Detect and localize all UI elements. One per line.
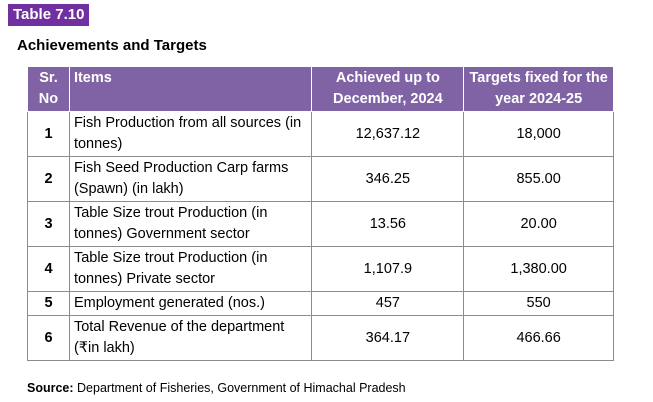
table-row: 6 Total Revenue of the department (₹in l…: [27, 315, 614, 361]
cell-sr: 1: [27, 111, 70, 157]
cell-target: 20.00: [463, 201, 614, 247]
cell-item: Fish Production from all sources (in ton…: [68, 111, 313, 157]
column-header-targets: Targets fixed for the year 2024-25: [463, 66, 614, 112]
cell-achieved: 12,637.12: [311, 111, 465, 157]
source-text: Department of Fisheries, Government of H…: [73, 381, 406, 395]
table-row: 5 Employment generated (nos.) 457 550: [27, 291, 614, 316]
table-row: 1 Fish Production from all sources (in t…: [27, 111, 614, 157]
table-row: 4 Table Size trout Production (in tonnes…: [27, 246, 614, 292]
cell-achieved: 13.56: [311, 201, 465, 247]
cell-item: Table Size trout Production (in tonnes) …: [68, 201, 313, 247]
cell-target: 18,000: [463, 111, 614, 157]
source-label: Source:: [27, 381, 74, 395]
cell-achieved: 1,107.9: [311, 246, 465, 292]
cell-item: Table Size trout Production (in tonnes) …: [68, 246, 313, 292]
table-number-label: Table 7.10: [8, 4, 90, 26]
source-note: Source: Department of Fisheries, Governm…: [27, 381, 406, 395]
column-header-sr-no: Sr. No: [27, 66, 70, 112]
cell-target: 550: [463, 291, 614, 316]
cell-sr: 5: [27, 291, 70, 316]
table-row: 2 Fish Seed Production Carp farms (Spawn…: [27, 156, 614, 202]
cell-achieved: 457: [311, 291, 465, 316]
cell-item: Fish Seed Production Carp farms (Spawn) …: [68, 156, 313, 202]
cell-sr: 3: [27, 201, 70, 247]
achievements-table: Sr. No Items Achieved up to December, 20…: [27, 66, 614, 361]
cell-target: 466.66: [463, 315, 614, 361]
table-header-row: Sr. No Items Achieved up to December, 20…: [27, 66, 614, 112]
table-heading: Achievements and Targets: [17, 37, 207, 54]
cell-item: Employment generated (nos.): [68, 291, 313, 316]
cell-target: 855.00: [463, 156, 614, 202]
cell-sr: 6: [27, 315, 70, 361]
cell-sr: 2: [27, 156, 70, 202]
cell-target: 1,380.00: [463, 246, 614, 292]
table-row: 3 Table Size trout Production (in tonnes…: [27, 201, 614, 247]
column-header-items: Items: [68, 66, 313, 112]
cell-achieved: 364.17: [311, 315, 465, 361]
cell-sr: 4: [27, 246, 70, 292]
cell-item: Total Revenue of the department (₹in lak…: [68, 315, 313, 361]
cell-achieved: 346.25: [311, 156, 465, 202]
column-header-achieved: Achieved up to December, 2024: [311, 66, 465, 112]
